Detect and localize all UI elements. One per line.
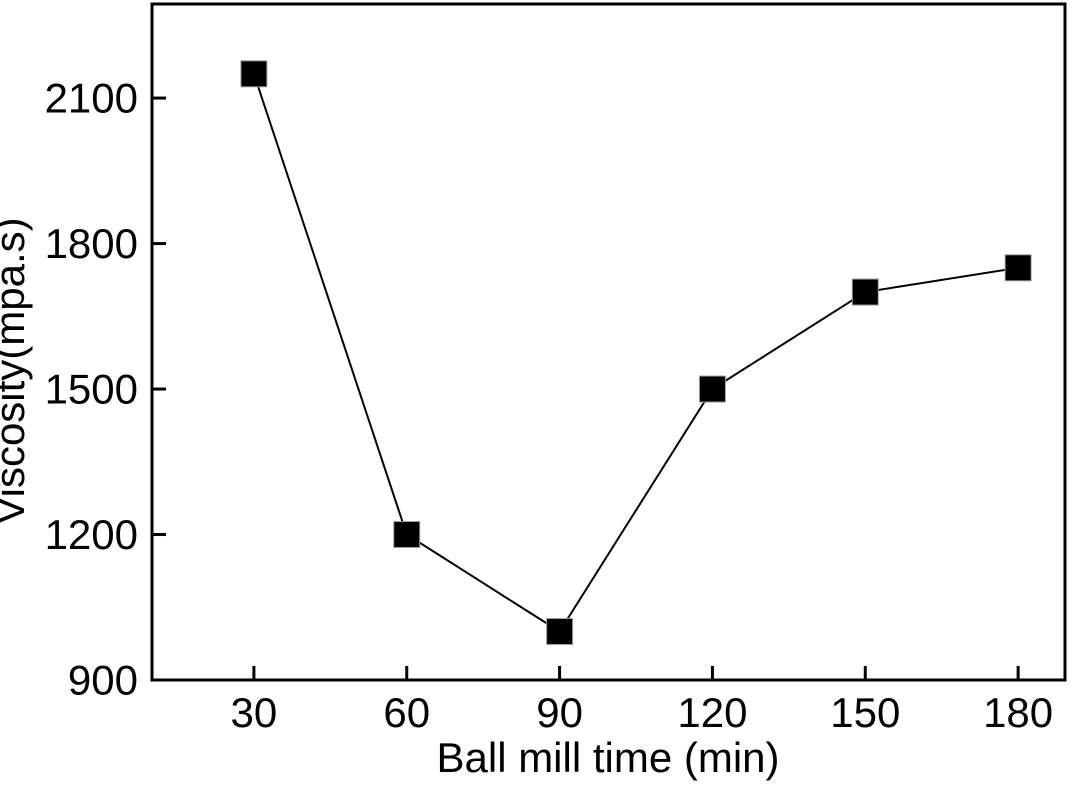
x-tick-label: 60 <box>383 689 430 736</box>
data-point-marker <box>851 278 879 306</box>
data-point-marker <box>698 375 726 403</box>
y-tick-label: 900 <box>68 657 138 704</box>
data-series <box>240 60 1032 646</box>
y-tick-label: 1500 <box>45 366 138 413</box>
y-tick-label: 1800 <box>45 220 138 267</box>
x-axis-title: Ball mill time (min) <box>436 734 779 781</box>
y-tick-label: 1200 <box>45 511 138 558</box>
plot-frame <box>150 2 1067 682</box>
data-point-marker <box>1004 254 1032 282</box>
series-line <box>252 73 1019 633</box>
data-point-marker <box>240 60 268 88</box>
x-tick-label: 30 <box>231 689 278 736</box>
x-tick-label: 90 <box>536 689 583 736</box>
x-tick-label: 150 <box>830 689 900 736</box>
data-point-marker <box>546 618 574 646</box>
data-point-marker <box>393 521 421 549</box>
y-axis-title: Viscosity(mpa.s) <box>0 217 33 524</box>
y-tick-label: 2100 <box>45 75 138 122</box>
x-tick-label: 180 <box>983 689 1053 736</box>
axis-ticks <box>152 96 1020 682</box>
x-tick-label: 120 <box>677 689 747 736</box>
axis-tick-labels: 30 60 90 120 150 180 900 1200 1500 1800 2100 <box>45 75 1054 736</box>
